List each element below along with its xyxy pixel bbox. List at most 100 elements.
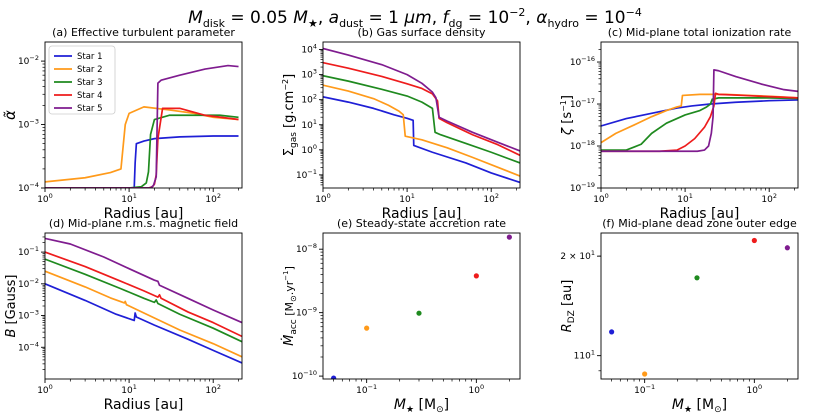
x-tick-label: 102 (205, 383, 221, 396)
y-tick-label: 102 (301, 93, 317, 106)
y-tick-label: 10−9 (296, 306, 317, 319)
point-star-2 (642, 371, 648, 377)
series-line-star-2 (45, 270, 242, 358)
point-star-4 (751, 237, 757, 244)
legend-entry: Star 3 (77, 78, 103, 88)
y-tick-label: 101 (301, 118, 317, 131)
legend-frame (48, 45, 116, 115)
legend-entry: Star 4 (77, 91, 103, 101)
panel-title: (b) Gas surface density (357, 26, 486, 39)
point-star-4 (473, 273, 479, 279)
legend: Star 1 Star 2 Star 3 Star 4 Star 5 (48, 45, 116, 115)
figure-suptitle: Mdisk​ = 0.05 M★​, adust​ = 1 μm, fdg​ =… (188, 6, 642, 30)
y-tick-label: 10−8 (296, 242, 317, 255)
y-tick-label: 10−10 (292, 369, 317, 382)
panel-title: (e) Steady-state accretion rate (337, 217, 506, 230)
axes-frame (322, 232, 521, 380)
y-tick-label: 10−1 (18, 245, 39, 258)
series-line-star-4 (323, 61, 520, 157)
y-tick-label: 104 (301, 43, 317, 56)
series-line-star-1 (45, 283, 242, 364)
x-tick-label: 100 (37, 383, 53, 396)
series-line-star-3 (601, 97, 798, 151)
series-line-star-3 (323, 74, 520, 164)
x-tick-label: 102 (483, 192, 499, 205)
y-tick-label: 10−4 (18, 340, 39, 353)
x-axis-label: Radius [au] (660, 206, 740, 222)
series-line-star-4 (45, 251, 242, 338)
x-tick-label: 101 (121, 383, 137, 396)
point-star-5 (506, 234, 512, 240)
y-tick-label: 10−16 (570, 55, 595, 68)
x-tick-label: 100 (593, 192, 609, 205)
x-tick-label: 101 (677, 192, 693, 205)
series-line-star-4 (601, 92, 798, 153)
y-tick-label: 103 (301, 68, 317, 81)
y-axis-label: ζ [s−1] (559, 95, 575, 136)
x-tick-label: 100 (37, 192, 53, 205)
panel-title: (c) Mid-plane total ionization rate (608, 26, 792, 39)
x-tick-label: 101 (399, 192, 415, 205)
panel-b: 100 101 102 10−1 100 101 102 103 104 (b) Gas surf… (281, 26, 521, 222)
x-tick-label: 101 (121, 192, 137, 205)
axes-frame (322, 41, 521, 189)
panel-a: 100 101 102 10−4 10−3 10−2 (a) Effective turbu… (1, 26, 243, 222)
y-tick-label: 2 × 101 (560, 249, 595, 262)
point-star-5 (784, 245, 790, 251)
y-tick-label: 1101 (574, 349, 595, 362)
series-line-star-5 (45, 64, 239, 188)
series-line-star-1 (45, 135, 239, 188)
series-line-star-4 (45, 107, 239, 188)
series-line-star-2 (45, 106, 239, 183)
x-tick-label: 10−1 (634, 383, 655, 396)
point-star-1 (331, 375, 337, 379)
y-axis-label: α̃ (1, 110, 19, 120)
y-axis-label: Ṁacc [M⊙.yr−1] (281, 266, 299, 346)
y-tick-label: 10−3 (18, 118, 39, 131)
y-axis-label: B [Gauss] (4, 274, 19, 337)
y-tick-label: 10−19 (570, 181, 595, 194)
x-axis-label: M★ [M⊙] (672, 397, 727, 415)
series-line-star-1 (601, 99, 798, 127)
y-axis-label: Σgas [g.cm−2] (281, 74, 299, 156)
series-line-star-3 (45, 258, 242, 343)
axes-frame (44, 232, 243, 380)
y-tick-label: 10−2 (18, 54, 39, 67)
panel-title: (f) Mid-plane dead zone outer edge (602, 217, 797, 230)
axes-frame (44, 41, 243, 189)
series-line-star-3 (45, 114, 239, 188)
axes-frame (600, 41, 799, 189)
y-tick-label: 10−4 (18, 181, 39, 194)
x-tick-label: 102 (205, 192, 221, 205)
panel-title: (d) Mid-plane r.m.s. magnetic field (49, 217, 238, 230)
legend-entry: Star 2 (77, 65, 103, 75)
y-tick-label: 10−1 (296, 168, 317, 181)
x-tick-label: 100 (315, 192, 331, 205)
legend-entry: Star 1 (77, 52, 103, 62)
panel-f: 10−1 100 1101 2 × 101 (f) Mid-plane dead zon… (560, 217, 799, 415)
x-axis-label: M★ [M⊙] (394, 397, 449, 415)
point-star-1 (609, 329, 615, 335)
point-star-2 (364, 325, 370, 331)
y-tick-label: 10−17 (570, 97, 595, 110)
series-line-star-5 (45, 237, 242, 324)
y-axis-label: RDZ [au] (560, 280, 577, 333)
axes-frame (600, 232, 799, 380)
point-star-3 (694, 275, 700, 281)
y-tick-label: 10−3 (18, 309, 39, 322)
point-star-3 (416, 310, 422, 316)
series-line-star-2 (323, 84, 520, 177)
x-tick-label: 10−1 (356, 383, 377, 396)
x-axis-label: Radius [au] (382, 206, 462, 222)
panel-e: 10−1 100 10−10 10−9 10−8 (e) Steady-state acc… (281, 217, 521, 415)
x-axis-label: Radius [au] (104, 397, 184, 413)
y-tick-label: 100 (301, 143, 317, 156)
panel-c: 100 101 102 10−19 10−18 10−17 10−16 (c) Mid-pla… (559, 26, 799, 222)
series-line-star-5 (601, 69, 798, 153)
legend-entry: Star 5 (77, 104, 103, 114)
x-axis-label: Radius [au] (104, 206, 184, 222)
x-tick-label: 100 (747, 383, 763, 396)
series-line-star-5 (323, 47, 520, 152)
